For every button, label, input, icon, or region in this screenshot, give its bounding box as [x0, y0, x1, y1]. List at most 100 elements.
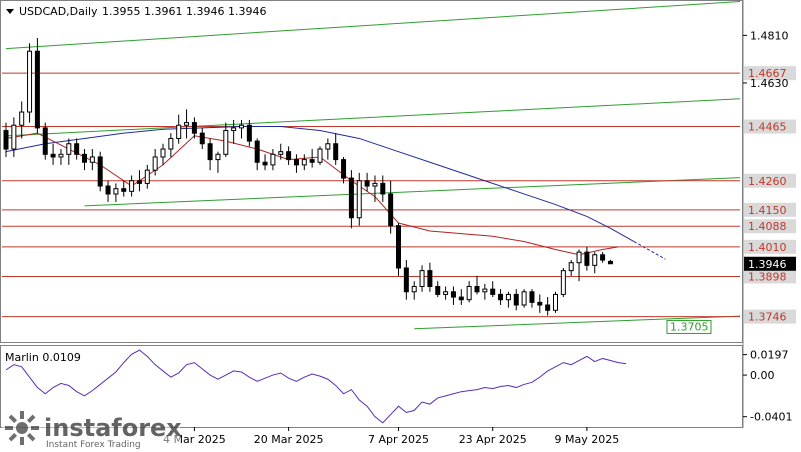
watermark-tagline: Instant Forex Trading — [46, 440, 141, 450]
channel-line-1 — [5, 1, 741, 50]
level-label-1.4010: 1.4010 — [748, 241, 787, 254]
level-label-bg-1.4260 — [744, 173, 796, 188]
indicator-panel-frame — [0, 345, 743, 428]
candle-body — [356, 180, 362, 219]
candle-body — [396, 225, 401, 269]
candle-body — [505, 293, 511, 301]
candle-body — [278, 151, 284, 155]
candle-body — [176, 124, 182, 139]
time-tick-label: 4 Mar 2025 — [163, 433, 226, 446]
candle-body — [11, 124, 17, 150]
level-label-bg-1.3898 — [744, 269, 796, 284]
level-label-1.4150: 1.4150 — [748, 204, 787, 217]
price-tick-label: 1.4810 — [750, 29, 789, 42]
candle-body — [450, 291, 456, 298]
candle-body — [286, 151, 292, 161]
candle-body — [435, 285, 441, 295]
candle-body — [411, 285, 417, 293]
trendline-label: 1.3705 — [670, 320, 709, 333]
candle-body — [270, 153, 276, 166]
candle-body — [388, 193, 394, 227]
candle-body — [529, 291, 535, 303]
candle-body — [348, 177, 354, 219]
chart-symbol-label: USDCAD,Daily — [19, 5, 98, 18]
candle-body — [160, 148, 166, 158]
candle-body — [113, 188, 119, 195]
time-tick-label: 7 Apr 2025 — [368, 433, 429, 446]
level-label-bg-1.4150 — [744, 202, 796, 217]
candle-body — [136, 180, 142, 184]
level-label-1.4088: 1.4088 — [748, 220, 787, 233]
marlin-line — [5, 349, 627, 424]
candle-body — [607, 260, 613, 265]
candle-body — [560, 270, 566, 295]
time-axis: 4 Mar 2025 20 Mar 2025 7 Apr 2025 23 Apr 20… — [163, 427, 619, 446]
candle-body — [427, 270, 433, 287]
candle-body — [184, 122, 190, 126]
level-label-bg-1.4010 — [744, 239, 796, 254]
candle-body — [325, 143, 331, 150]
candle-body — [592, 254, 598, 266]
indicator-title: Marlin 0.0109 — [5, 351, 81, 364]
candle-body — [498, 293, 504, 301]
candle-body — [301, 159, 307, 166]
level-label-1.4667: 1.4667 — [748, 67, 787, 80]
candle-body — [82, 153, 87, 163]
channel-line-3 — [84, 177, 741, 207]
level-label-bg-1.4465 — [744, 119, 796, 134]
time-tick-label: 23 Apr 2025 — [459, 433, 527, 446]
dropdown-triangle-icon[interactable] — [6, 9, 14, 14]
candle-body — [482, 288, 488, 293]
candle-body — [42, 127, 48, 155]
chart-ohlc-values: 1.3955 1.3961 1.3946 1.3946 — [102, 5, 266, 18]
moving-averages — [5, 126, 666, 260]
candle-body — [403, 267, 409, 293]
candle-body — [223, 130, 229, 155]
candle-body — [419, 270, 425, 287]
candle-body — [262, 161, 268, 166]
candle-body — [537, 301, 543, 306]
candle-body — [600, 254, 606, 261]
level-label-1.3898: 1.3898 — [748, 270, 787, 283]
candle-body — [3, 130, 9, 150]
candle-body — [231, 127, 237, 132]
candle-body — [58, 153, 64, 158]
candle-body — [191, 122, 197, 134]
candle-body — [380, 182, 386, 195]
candle-body — [254, 140, 260, 163]
candle-body — [372, 182, 378, 187]
channel-line-2 — [5, 98, 741, 137]
marlin-oscillator: 0.0197 0.00 -0.0401 — [5, 349, 792, 424]
level-label-1.3746: 1.3746 — [748, 311, 787, 324]
level-label-1.4465: 1.4465 — [748, 121, 787, 134]
candle-body — [341, 159, 347, 179]
main-panel-frame — [0, 0, 743, 343]
candle-body — [34, 50, 40, 129]
candle-body — [443, 291, 449, 295]
candle-body — [144, 169, 150, 184]
channel-lines: 1.3705 — [5, 1, 741, 334]
candle-body — [466, 285, 472, 301]
candle-body — [584, 251, 590, 266]
level-label-bg-1.4667 — [744, 66, 796, 81]
price-tick-label: 1.4630 — [750, 77, 789, 90]
time-tick-label: 9 May 2025 — [555, 433, 620, 446]
level-label-1.4260: 1.4260 — [748, 175, 787, 188]
candle-body — [364, 180, 370, 187]
candle-body — [66, 143, 72, 155]
level-label-bg-1.4088 — [744, 219, 796, 234]
candle-body — [215, 153, 221, 161]
candle-body — [513, 293, 519, 306]
candle-body — [246, 124, 252, 142]
candle-body — [239, 124, 244, 129]
candle-body — [129, 180, 135, 192]
watermark-brand: instaforex — [44, 414, 182, 442]
oscillator-tick-label: 0.0197 — [750, 349, 789, 362]
candle-body — [474, 285, 480, 293]
candle-body — [97, 156, 103, 187]
current-price-label: 1.3946 — [748, 258, 787, 271]
candle-body — [74, 143, 80, 155]
oscillator-tick-label: 0.00 — [750, 369, 775, 382]
moving-average-projection-1 — [633, 241, 666, 260]
candle-body — [50, 153, 56, 158]
